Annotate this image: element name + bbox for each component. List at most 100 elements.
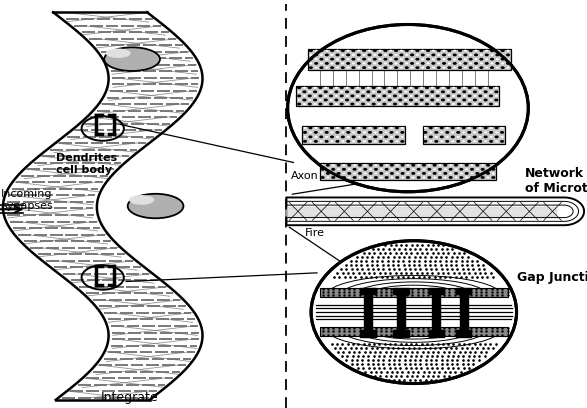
Circle shape (335, 103, 338, 105)
Circle shape (345, 91, 349, 93)
Circle shape (335, 95, 338, 97)
Circle shape (336, 58, 339, 60)
Circle shape (484, 91, 488, 93)
Circle shape (353, 176, 357, 179)
Circle shape (401, 136, 404, 138)
Text: Gap Junction: Gap Junction (517, 271, 587, 284)
Circle shape (501, 58, 505, 61)
Circle shape (411, 67, 414, 69)
Circle shape (421, 58, 424, 60)
Circle shape (409, 98, 413, 101)
Circle shape (423, 131, 427, 134)
Circle shape (345, 98, 349, 101)
Circle shape (449, 172, 452, 175)
Circle shape (313, 91, 317, 93)
Circle shape (501, 49, 505, 52)
Circle shape (435, 127, 438, 129)
Circle shape (325, 67, 328, 69)
Circle shape (374, 176, 378, 179)
Circle shape (423, 169, 426, 171)
Circle shape (357, 131, 361, 134)
Circle shape (457, 99, 460, 101)
Circle shape (384, 135, 388, 138)
Circle shape (367, 103, 370, 105)
Circle shape (443, 67, 446, 69)
Circle shape (382, 95, 386, 98)
Circle shape (321, 164, 324, 166)
Circle shape (346, 62, 350, 65)
Circle shape (373, 66, 377, 69)
Circle shape (495, 62, 500, 65)
Circle shape (341, 66, 345, 69)
Circle shape (431, 53, 436, 56)
Circle shape (501, 62, 504, 64)
Circle shape (314, 140, 318, 143)
Circle shape (415, 91, 418, 93)
Circle shape (444, 176, 447, 179)
Circle shape (379, 131, 383, 134)
Circle shape (297, 86, 301, 89)
Circle shape (463, 53, 467, 56)
Circle shape (401, 169, 404, 171)
Circle shape (330, 49, 334, 52)
Circle shape (468, 95, 472, 98)
Circle shape (336, 172, 340, 175)
Circle shape (383, 66, 387, 69)
Bar (456, 288, 471, 294)
Circle shape (454, 169, 457, 171)
Circle shape (471, 164, 474, 166)
Circle shape (340, 103, 344, 106)
Circle shape (309, 66, 313, 69)
Circle shape (463, 95, 465, 97)
Circle shape (496, 58, 499, 60)
Circle shape (491, 168, 495, 171)
Circle shape (321, 168, 325, 171)
Circle shape (362, 99, 365, 101)
Circle shape (342, 164, 345, 166)
Circle shape (308, 126, 312, 129)
Circle shape (356, 87, 359, 89)
Circle shape (358, 172, 362, 175)
Circle shape (303, 87, 306, 89)
Circle shape (361, 95, 365, 98)
Circle shape (428, 164, 431, 166)
Circle shape (320, 131, 323, 133)
Circle shape (346, 140, 350, 143)
Circle shape (361, 103, 365, 106)
Circle shape (470, 176, 474, 179)
Circle shape (441, 98, 445, 101)
Bar (397, 291, 405, 333)
Circle shape (424, 127, 427, 129)
Circle shape (427, 176, 431, 179)
Circle shape (395, 168, 399, 171)
Circle shape (431, 103, 434, 105)
Circle shape (335, 62, 339, 65)
Circle shape (362, 126, 366, 129)
Circle shape (435, 136, 438, 138)
Circle shape (335, 53, 339, 56)
Circle shape (389, 53, 393, 56)
Ellipse shape (128, 194, 183, 218)
Circle shape (375, 164, 377, 166)
Circle shape (353, 168, 357, 171)
Circle shape (384, 54, 387, 56)
Circle shape (399, 62, 403, 65)
Circle shape (331, 176, 335, 179)
Circle shape (337, 176, 340, 179)
Circle shape (448, 176, 453, 179)
Circle shape (368, 131, 372, 134)
Circle shape (416, 58, 420, 61)
Circle shape (372, 99, 375, 101)
Circle shape (337, 169, 340, 171)
Circle shape (426, 66, 430, 69)
Circle shape (426, 49, 430, 52)
Circle shape (486, 164, 490, 166)
Circle shape (457, 91, 460, 93)
Text: Dendrites
cell body: Dendrites cell body (56, 153, 117, 175)
Circle shape (484, 131, 487, 133)
Circle shape (320, 140, 323, 142)
Circle shape (396, 172, 399, 175)
Circle shape (453, 58, 456, 60)
Circle shape (325, 58, 328, 60)
Circle shape (490, 91, 492, 93)
